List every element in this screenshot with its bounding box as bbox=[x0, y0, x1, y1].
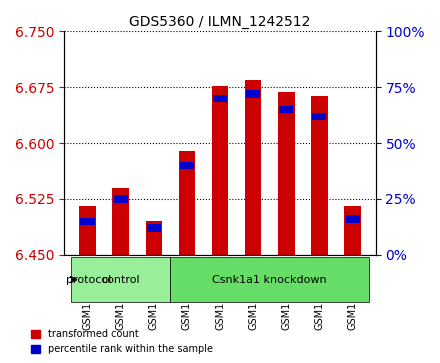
Text: Csnk1a1 knockdown: Csnk1a1 knockdown bbox=[213, 275, 327, 285]
Bar bbox=[213, 95, 227, 102]
Bar bbox=[81, 217, 95, 225]
Bar bbox=[245, 80, 261, 255]
Title: GDS5360 / ILMN_1242512: GDS5360 / ILMN_1242512 bbox=[129, 15, 311, 29]
Text: protocol: protocol bbox=[66, 275, 111, 285]
Bar bbox=[278, 93, 295, 255]
Bar bbox=[311, 96, 328, 255]
FancyBboxPatch shape bbox=[170, 257, 369, 302]
Bar bbox=[112, 188, 129, 255]
Bar bbox=[79, 207, 96, 255]
Bar bbox=[114, 195, 128, 203]
Bar bbox=[345, 207, 361, 255]
Bar bbox=[279, 106, 293, 113]
Bar bbox=[246, 90, 260, 98]
Legend: transformed count, percentile rank within the sample: transformed count, percentile rank withi… bbox=[27, 326, 217, 358]
Bar bbox=[312, 113, 326, 120]
Text: control: control bbox=[101, 275, 140, 285]
Bar bbox=[345, 215, 359, 223]
Bar bbox=[180, 162, 194, 169]
Bar bbox=[179, 151, 195, 255]
Bar bbox=[146, 221, 162, 255]
Bar bbox=[212, 86, 228, 255]
Bar bbox=[147, 224, 161, 232]
FancyBboxPatch shape bbox=[71, 257, 170, 302]
